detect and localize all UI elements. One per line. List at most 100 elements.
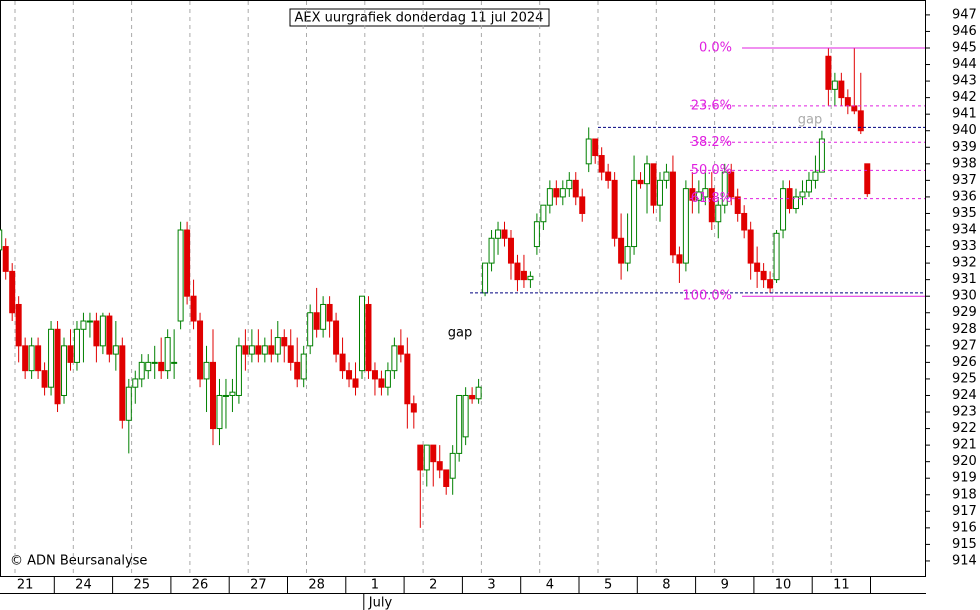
candle-body [695,191,702,201]
x-tick-label: 5 [604,578,612,593]
candle-body [210,361,217,430]
y-tick-label: 939 [952,140,977,155]
candle-body [631,179,638,248]
candle-body [138,361,145,380]
candle-body [352,378,359,388]
candle-body [164,337,171,372]
candle-body [734,196,741,214]
candle-body [417,444,424,471]
y-tick-label: 920 [952,454,977,469]
y-tick-label: 925 [952,371,977,386]
candle-body [235,345,242,396]
candle-body [268,345,275,355]
candle-body [48,328,55,388]
y-tick-label: 915 [952,537,977,552]
candle-body [540,204,547,223]
candle-body [86,320,93,323]
candle-body [449,452,456,479]
candle-body [456,394,463,454]
candle-body [637,179,644,185]
y-tick-label: 937 [952,173,977,188]
fib-label: 61.8% [691,191,732,206]
candle-body [618,237,625,264]
y-tick-label: 926 [952,355,977,370]
candle-body [669,171,676,256]
plot-frame [0,0,926,577]
month-label: July [368,596,393,610]
x-tick-label: 4 [546,578,554,593]
candle-body [708,188,715,223]
candle-body [605,171,612,181]
candle-body [391,345,398,372]
y-tick-label: 922 [952,421,977,436]
copyright: © ADN Beursanalyse [10,554,147,569]
candle-body [715,204,722,223]
y-tick-label: 943 [952,74,977,89]
candle-body [125,386,132,421]
y-tick-label: 938 [952,156,977,171]
candle-body [443,469,450,487]
candle-body [533,221,540,248]
candle-body [177,229,184,322]
candle-body [112,345,119,355]
candle-body [851,105,858,112]
candle-body [520,270,527,281]
y-tick-label: 919 [952,471,977,486]
candle-body [598,155,605,173]
candle-body [80,320,87,330]
candle-body [54,328,61,405]
candle-body [222,394,229,397]
candle-body [864,163,871,195]
gap-label: gap [448,326,472,341]
candle-body [423,444,430,471]
candle-body [831,80,838,90]
x-tick-label: 8 [662,578,670,593]
candle-body [728,171,735,198]
candle-body [825,55,832,90]
candle-body [216,394,223,430]
candle-body [9,270,16,314]
candle-body [307,312,314,347]
y-tick-label: 940 [952,123,977,138]
candle-body [818,138,825,173]
y-tick-label: 916 [952,520,977,535]
candle-body [261,345,268,355]
candle-body [559,188,566,198]
candle-body [527,275,534,281]
x-tick-label: 9 [721,578,729,593]
candle-body [0,229,3,251]
y-tick-label: 929 [952,305,977,320]
candle-body [747,229,754,264]
candle-body [281,337,288,347]
candle-body [410,403,417,413]
candle-body [650,163,657,206]
x-tick-label: 3 [487,578,495,593]
candle-body [15,303,22,347]
x-tick-label: 11 [833,578,850,593]
candle-body [430,444,437,463]
candle-body [73,328,80,363]
candle-body [495,229,502,239]
candle-body [857,110,864,132]
y-tick-label: 917 [952,504,977,519]
y-tick-label: 933 [952,239,977,254]
candle-body [313,312,320,330]
candle-body [656,179,663,206]
candle-body [255,345,262,355]
candle-body [28,345,35,372]
candle-body [741,212,748,231]
candle-body [579,196,586,214]
candle-body [151,361,158,364]
y-tick-label: 931 [952,272,977,287]
candle-body [812,171,819,181]
fib-label: 23.6% [691,98,732,113]
candle-body [197,320,204,380]
y-tick-label: 927 [952,338,977,353]
candle-body [61,345,68,396]
candle-body [462,394,469,438]
x-tick-label: 24 [75,578,92,593]
candle-body [320,303,327,330]
fib-label: 100.0% [682,289,732,304]
y-tick-label: 946 [952,24,977,39]
y-tick-label: 934 [952,223,977,238]
